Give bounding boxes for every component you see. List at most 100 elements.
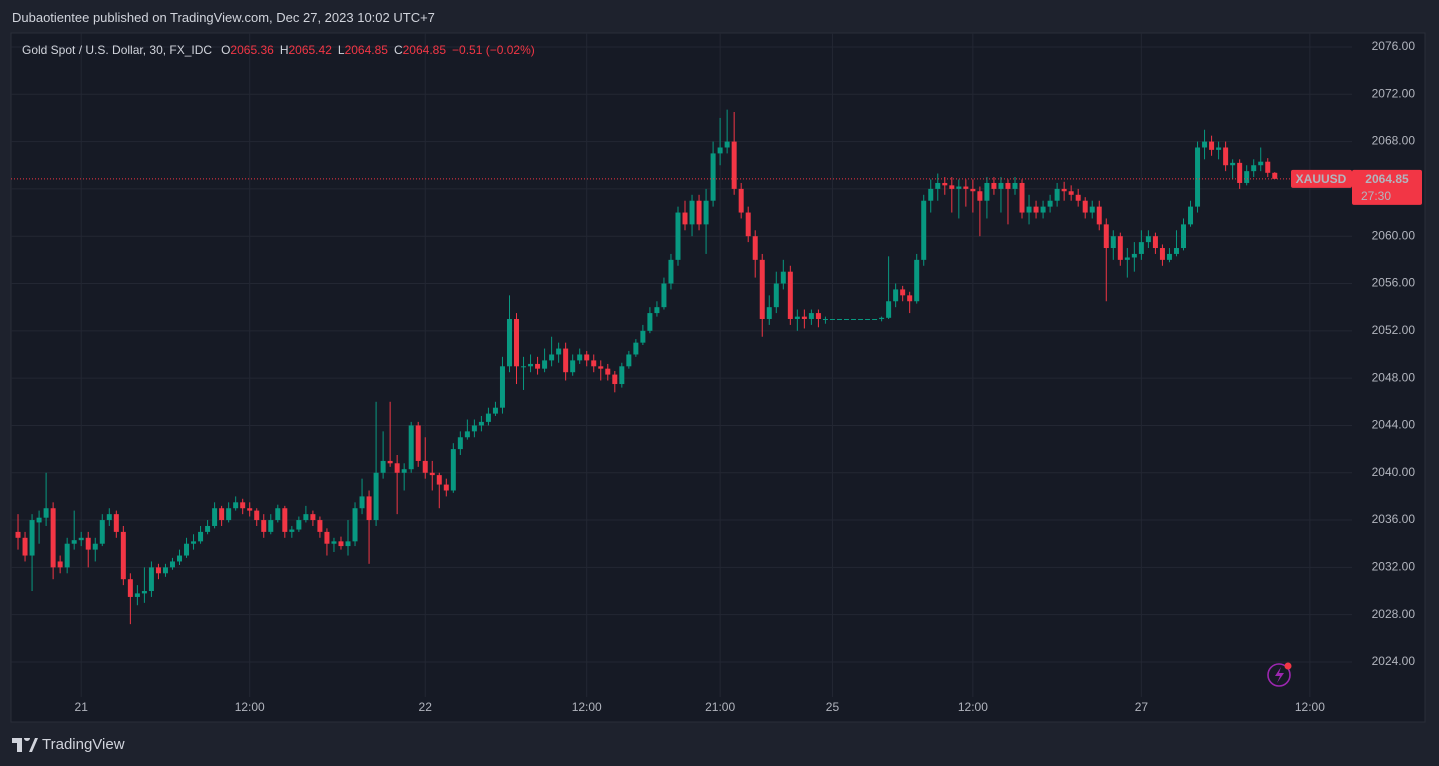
candle-body [956,186,962,189]
candle-body [162,567,168,574]
candle-body [759,259,765,319]
x-tick-label: 12:00 [1295,700,1325,714]
candle-body [289,529,295,532]
candle-body [689,200,695,225]
legend-change: −0.51 (−0.02%) [452,43,535,57]
candle-body [675,212,681,260]
candle-body [1124,257,1130,260]
candle-body [1159,248,1165,260]
legend-key: L [338,43,345,57]
candle-body [872,318,878,320]
brand-logo [12,737,38,752]
candle-body [212,508,218,526]
y-tick-label: 2040.00 [1372,465,1416,479]
candle-body [415,425,421,461]
candle-body [998,182,1004,189]
candle-body [268,520,274,532]
candle-body [1258,161,1264,166]
candle-body [647,313,653,331]
candle-body [1251,165,1257,172]
candle-body [745,212,751,237]
candle-body [261,520,267,532]
candle-body [626,354,632,367]
candle-body [1117,236,1123,260]
lightning-icon [1267,662,1292,687]
candle-body [1089,206,1095,213]
x-tick-label: 12:00 [958,700,988,714]
candle-body [499,366,505,408]
y-tick-label: 2072.00 [1372,86,1416,100]
candle-body [907,295,913,302]
y-tick-label: 2044.00 [1372,418,1416,432]
candle-body [429,472,435,476]
candle-body [984,182,990,201]
candle-body [865,318,871,320]
candle-body [22,537,28,556]
candle-body [36,517,42,523]
candle-body [1026,206,1032,213]
candle-body [521,366,527,368]
candle-body [1223,147,1229,166]
candle-body [801,316,807,319]
candle-body [605,368,611,375]
candle-body [1152,236,1158,249]
candle-body [50,508,56,568]
candle-body [794,316,800,319]
candle-body [977,191,983,201]
candle-body [134,593,140,597]
candle-body [1019,182,1025,213]
x-tick-label: 27 [1135,700,1149,714]
brand-name: TradingView [42,736,125,753]
candle-body [829,318,835,320]
candle-body [317,520,323,532]
candle-body [851,318,857,320]
candle-body [43,508,49,518]
candle-body [1061,188,1067,192]
candle-body [464,431,470,438]
candle-body [591,360,597,367]
candle-body [1265,161,1271,173]
candle-body [836,318,842,320]
candle-body [338,541,344,547]
candle-body [514,318,520,367]
candle-body [752,236,758,260]
candle-body [148,567,154,592]
candle-body [1040,206,1046,213]
candle-body [1209,141,1215,150]
y-tick-label: 2056.00 [1372,276,1416,290]
candle-body [359,496,365,509]
candle-body [1033,206,1039,213]
candle-body [92,543,98,550]
x-tick-label: 21:00 [705,700,735,714]
candle-body [1082,200,1088,213]
candle-body [654,307,660,314]
candle-body [661,283,667,308]
y-tick-label: 2068.00 [1372,134,1416,148]
candle-body [633,342,639,355]
candle-body [822,318,828,320]
candle-body [1188,206,1194,225]
last-price-label: 2064.85 [1365,172,1409,186]
candle-body [970,188,976,192]
candle-body [893,289,899,302]
candle-body [387,460,393,464]
candle-body [1103,224,1109,249]
candle-body [169,561,175,568]
symbol-title: Gold Spot / U.S. Dollar, 30, FX_IDC [22,43,212,57]
candle-body [780,271,786,284]
legend-key: H [280,43,289,57]
candle-body [612,374,618,385]
candle-body [843,318,849,320]
candle-body [205,525,211,532]
candle-body [1202,141,1208,148]
candle-body [928,188,934,201]
candle-body [331,541,337,544]
candle-body [506,318,512,367]
candle-body [1068,191,1074,195]
legend-key: C [394,43,403,57]
candle-body [198,531,204,542]
candle-body [1131,253,1137,258]
candle-body [373,472,379,521]
legend-value: 2065.36 [230,43,274,57]
